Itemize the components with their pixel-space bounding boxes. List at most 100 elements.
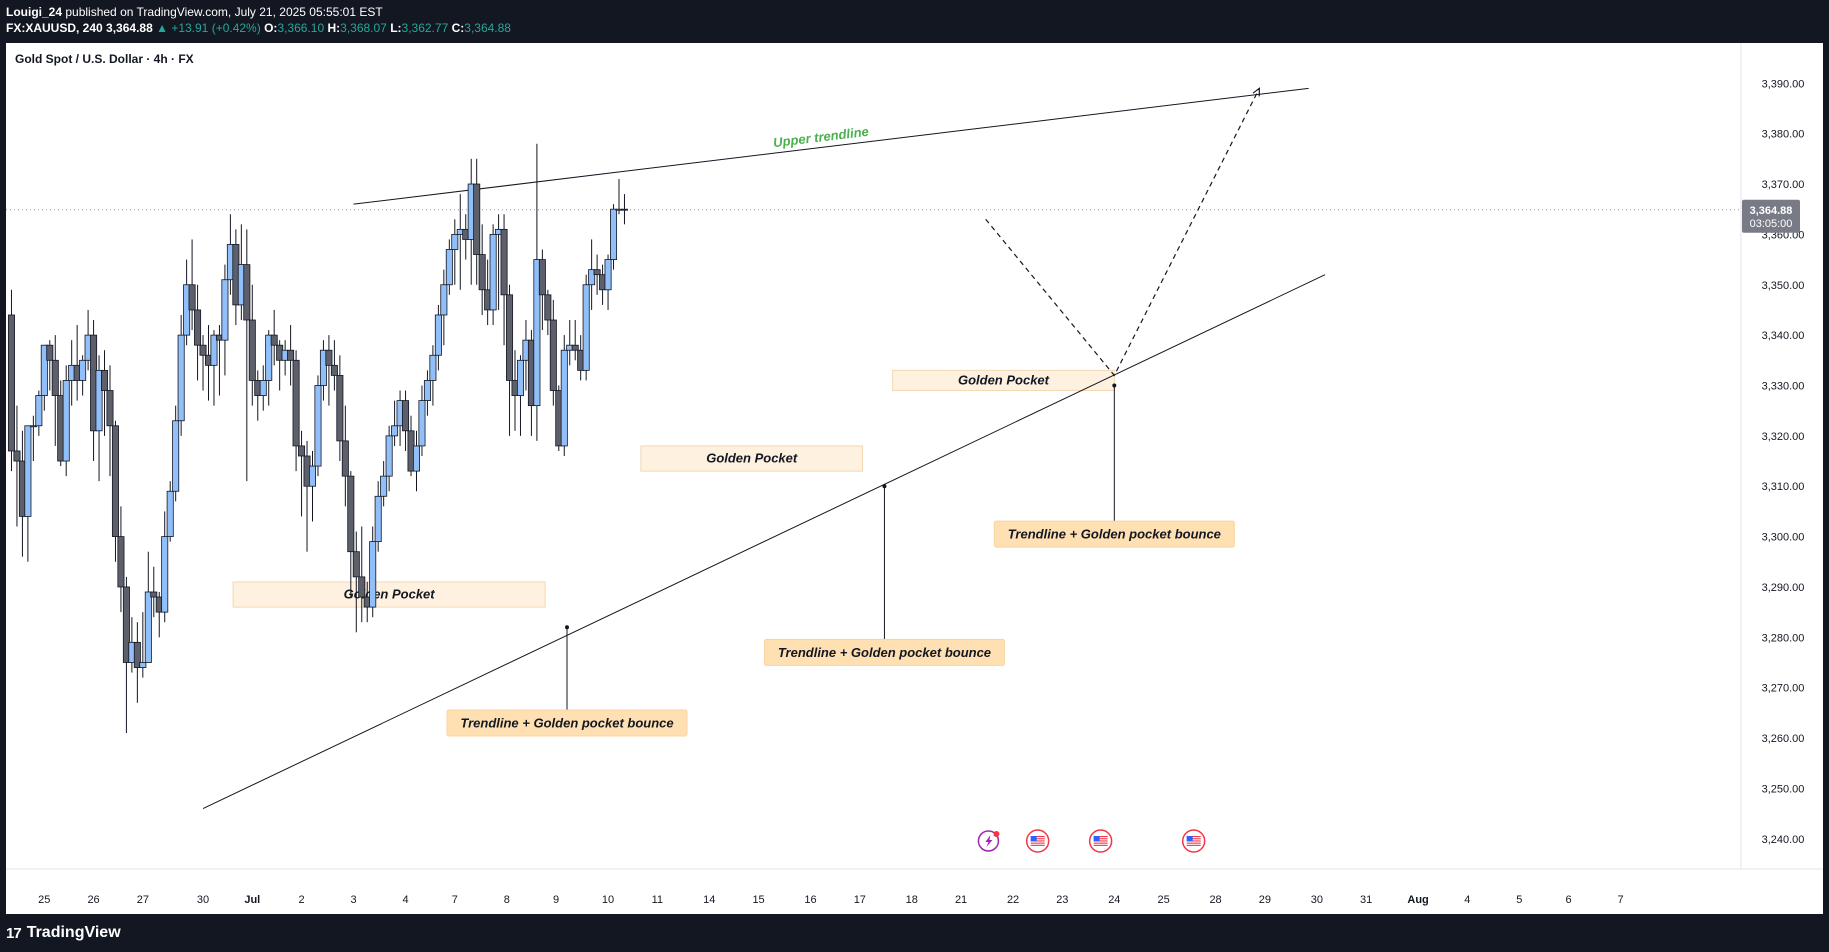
bounce-pointer-dot (1112, 383, 1117, 388)
candle (122, 576, 130, 734)
candle-body (423, 380, 431, 401)
candle (177, 314, 185, 436)
x-tick-label: 4 (1464, 894, 1470, 906)
candle-body (62, 380, 70, 462)
close-value: 3,364.88 (464, 21, 511, 35)
publish-info: Louigi_24 published on TradingView.com, … (6, 5, 383, 19)
candle (79, 355, 87, 396)
candle-body (374, 495, 382, 543)
candle-body (538, 259, 546, 296)
low-label: L: (390, 21, 402, 35)
candle (500, 214, 508, 346)
candle (588, 239, 596, 310)
candle (325, 335, 333, 406)
candle-body (144, 591, 152, 663)
candle-body (259, 380, 267, 396)
candle (172, 405, 180, 502)
golden-pocket-label: Golden Pocket (344, 587, 436, 602)
x-tick-label: 31 (1360, 894, 1372, 906)
x-tick-label: 24 (1108, 894, 1120, 906)
flag-stripe (1093, 838, 1108, 840)
candle-body (516, 359, 524, 396)
candle (259, 365, 267, 411)
candle (314, 375, 322, 477)
candle-body (358, 576, 366, 598)
x-tick-label: 7 (1618, 894, 1624, 906)
candle (516, 355, 524, 436)
candle-body (243, 264, 251, 321)
candle (161, 511, 169, 623)
price-scale (1741, 43, 1823, 914)
candle-body (500, 228, 508, 296)
candle-body (402, 400, 410, 432)
candle (298, 430, 306, 517)
lightning-icon-dot (993, 831, 1000, 837)
candle-body (172, 420, 180, 492)
flag-stripe (1093, 844, 1108, 846)
candle (133, 622, 141, 703)
candle-body (582, 284, 590, 371)
x-tick-label: 8 (504, 894, 510, 906)
y-tick-label: 3,270.00 (1762, 683, 1805, 695)
candle (13, 405, 21, 527)
candle (111, 420, 119, 562)
candle (380, 461, 388, 507)
candle-body (489, 233, 497, 311)
candle (434, 304, 442, 371)
tradingview-logo[interactable]: 17 TradingView (6, 924, 121, 942)
projection-arrowhead (1252, 87, 1260, 97)
candle-body (24, 425, 32, 517)
flag-stripe (1030, 840, 1045, 842)
x-tick-label: 22 (1007, 894, 1019, 906)
candle (571, 320, 579, 361)
flag-stripe (1030, 836, 1045, 838)
x-tick-label: 30 (1311, 894, 1323, 906)
x-tick-label: 16 (804, 894, 816, 906)
candle-body (352, 551, 360, 578)
candle (330, 340, 338, 391)
y-tick-label: 3,340.00 (1762, 330, 1805, 342)
x-tick-label: 18 (906, 894, 918, 906)
candle (117, 506, 125, 613)
candle (560, 335, 568, 456)
candle-body (248, 319, 256, 381)
open-label: O: (264, 21, 278, 35)
candle (473, 158, 481, 285)
candle-body (451, 233, 459, 250)
price-chart[interactable]: 3,240.00 3,250.00 3,260.00 3,270.00 3,280.00… (6, 43, 1823, 914)
y-tick-label: 3,320.00 (1762, 431, 1805, 443)
candle-body (620, 208, 628, 211)
lower-trendline (202, 274, 1326, 810)
candle (620, 194, 628, 225)
flag-canton (1093, 836, 1100, 841)
y-tick-label: 3,260.00 (1762, 733, 1805, 745)
candle (352, 531, 360, 633)
chart-area[interactable]: 3,240.00 3,250.00 3,260.00 3,270.00 3,280.00… (6, 43, 1823, 914)
candle (582, 274, 590, 381)
candle (29, 415, 37, 462)
candle-body (298, 445, 306, 457)
candle-body (287, 349, 295, 361)
candle-body (292, 359, 300, 447)
candle-body (29, 425, 37, 428)
candle-body (221, 279, 229, 341)
candle-body (101, 369, 109, 391)
candle-body (199, 344, 207, 356)
candle (144, 551, 152, 663)
candle (270, 309, 278, 366)
x-tick-label: 21 (955, 894, 967, 906)
x-tick-label: 15 (752, 894, 764, 906)
chart-title: Gold Spot / U.S. Dollar · 4h · FX (15, 52, 194, 66)
y-tick-label: 3,390.00 (1762, 78, 1805, 90)
candle (199, 335, 207, 391)
candle-body (369, 541, 377, 608)
candle-countdown: 03:05:00 (1750, 218, 1793, 230)
candle (265, 330, 273, 406)
publisher-name[interactable]: Louigi_24 (6, 5, 63, 19)
candle (374, 481, 382, 552)
flag-canton (1030, 836, 1037, 841)
candle (248, 284, 256, 406)
candle (358, 526, 366, 623)
candle (423, 370, 431, 416)
candle-body (412, 445, 420, 472)
